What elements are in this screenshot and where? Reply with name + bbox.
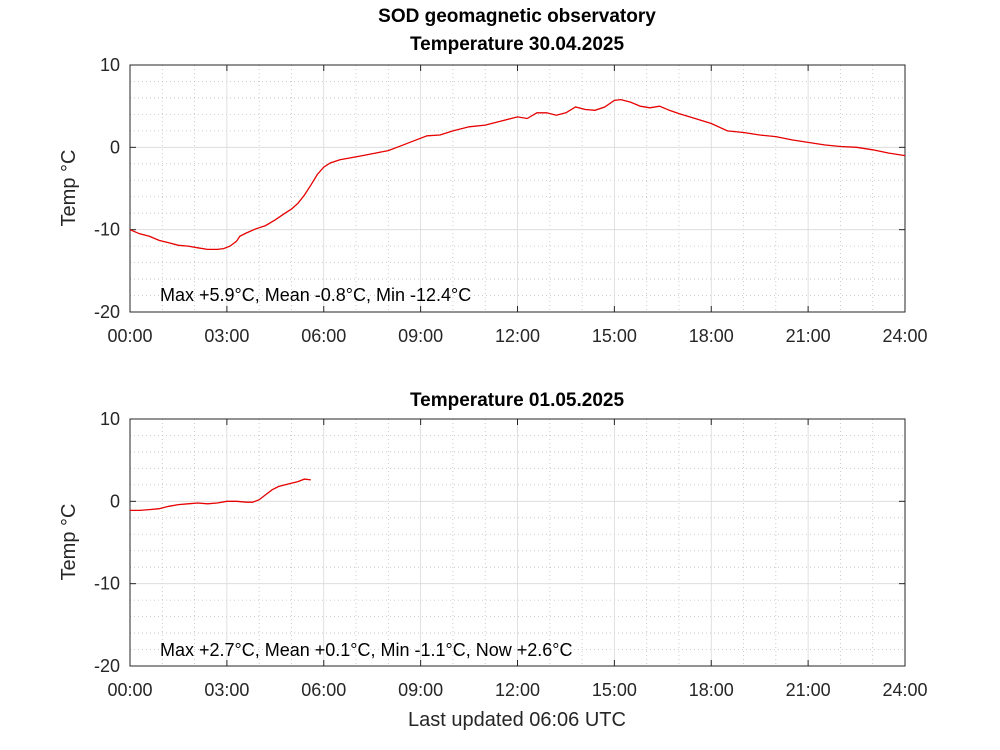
chart-title: Temperature 30.04.2025 xyxy=(410,34,624,55)
x-tick-label: 09:00 xyxy=(398,680,443,700)
x-tick-label: 18:00 xyxy=(689,680,734,700)
x-tick-label: 03:00 xyxy=(204,326,249,346)
y-tick-label: 0 xyxy=(110,491,120,511)
x-tick-label: 21:00 xyxy=(786,680,831,700)
x-tick-label: 00:00 xyxy=(107,326,152,346)
y-tick-labels: -20 -10 0 10 xyxy=(94,409,120,676)
y-tick-label: 10 xyxy=(100,55,120,75)
temperature-series-line xyxy=(129,98,906,251)
y-tick-label: -10 xyxy=(94,574,120,594)
y-axis-label: Temp °C xyxy=(58,150,80,227)
x-tick-label: 12:00 xyxy=(495,680,540,700)
x-tick-label: 09:00 xyxy=(398,326,443,346)
y-tick-label: 10 xyxy=(100,409,120,429)
grid-lines xyxy=(130,419,905,666)
y-tick-label: -20 xyxy=(94,302,120,322)
y-axis-label: Temp °C xyxy=(58,504,80,581)
x-tick-label: 21:00 xyxy=(786,326,831,346)
last-updated-footer: Last updated 06:06 UTC xyxy=(408,709,626,731)
chart-panel-bottom: Temperature 01.05.2025 00:00 03:00 06:00 09… xyxy=(58,390,928,700)
x-tick-label: 12:00 xyxy=(495,326,540,346)
x-tick-labels: 00:00 03:00 06:00 09:00 12:00 15:00 18:00 21:00… xyxy=(107,326,927,346)
x-tick-label: 24:00 xyxy=(882,326,927,346)
tick-marks xyxy=(129,418,906,667)
x-tick-label: 24:00 xyxy=(882,680,927,700)
grid-lines xyxy=(130,65,905,312)
x-tick-label: 18:00 xyxy=(689,326,734,346)
chart-title: Temperature 01.05.2025 xyxy=(410,390,624,411)
x-tick-label: 06:00 xyxy=(301,326,346,346)
y-tick-labels: -20 -10 0 10 xyxy=(94,55,120,322)
x-tick-label: 15:00 xyxy=(592,680,637,700)
x-tick-label: 03:00 xyxy=(204,680,249,700)
chart-panel-top: Temperature 30.04.2025 00:00 03:00 06:00 09… xyxy=(58,34,928,346)
y-tick-label: -20 xyxy=(94,656,120,676)
x-tick-label: 00:00 xyxy=(107,680,152,700)
y-tick-label: -10 xyxy=(94,220,120,240)
x-tick-label: 06:00 xyxy=(301,680,346,700)
figure-title: SOD geomagnetic observatory xyxy=(378,6,656,27)
stats-annotation: Max +2.7°C, Mean +0.1°C, Min -1.1°C, Now… xyxy=(160,640,572,660)
y-tick-label: 0 xyxy=(110,137,120,157)
x-tick-label: 15:00 xyxy=(592,326,637,346)
stats-annotation: Max +5.9°C, Mean -0.8°C, Min -12.4°C xyxy=(160,285,471,305)
temperature-series-line xyxy=(130,478,311,512)
x-tick-labels: 00:00 03:00 06:00 09:00 12:00 15:00 18:00 21:00… xyxy=(107,680,927,700)
